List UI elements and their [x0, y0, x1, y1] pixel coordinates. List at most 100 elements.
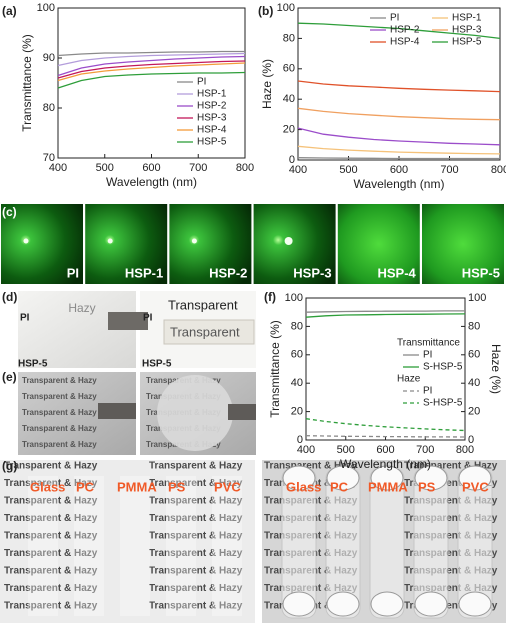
- photo-text: Transparent & Hazy: [22, 424, 97, 433]
- sample-plate: [74, 476, 104, 616]
- photo-text: Transparent: [168, 297, 238, 312]
- clip-holder: [228, 404, 256, 420]
- photo-label: HSP-2: [209, 265, 247, 280]
- x-axis-label: Wavelength (nm): [340, 457, 431, 471]
- photo-text: Transparent & Hazy: [404, 461, 498, 472]
- photo-text: Transparent & Hazy: [149, 461, 243, 472]
- x-tick-label: 400: [297, 444, 315, 456]
- photo-text: Transparent & Hazy: [149, 601, 243, 612]
- sample-label: PC: [76, 479, 95, 494]
- series-line: [305, 435, 466, 438]
- series-line: [297, 157, 500, 160]
- photo-text: Transparent & Hazy: [149, 513, 243, 524]
- sample-label: PMMA: [117, 479, 157, 494]
- y2-tick-label: 40: [468, 377, 480, 389]
- x-tick-label: 700: [189, 162, 207, 174]
- photo-text: Transparent & Hazy: [264, 461, 358, 472]
- panel-label: (b): [258, 4, 273, 18]
- legend-label: PI: [197, 77, 206, 88]
- legend-label: HSP-2: [390, 25, 420, 36]
- sample-label: PI: [20, 313, 30, 324]
- laser-spot: [107, 238, 113, 244]
- x-tick-label: 800: [236, 162, 254, 174]
- photo-text: Transparent & Hazy: [149, 548, 243, 559]
- x-tick-label: 400: [289, 164, 307, 176]
- sample-plate: [120, 476, 150, 616]
- sample-label: PI: [143, 313, 153, 324]
- vial-bottom: [414, 591, 448, 617]
- photo-label: HSP-3: [293, 265, 331, 280]
- vial-top: [414, 465, 448, 491]
- legend-title: Haze: [397, 374, 421, 385]
- photo-text: Transparent & Hazy: [4, 548, 98, 559]
- photo-text: Transparent & Hazy: [149, 566, 243, 577]
- clip-holder: [98, 403, 136, 419]
- y-tick-label: 40: [283, 93, 295, 105]
- vial-top: [458, 465, 492, 491]
- x-tick-label: 500: [339, 164, 357, 176]
- photo-text: Transparent & Hazy: [149, 583, 243, 594]
- y-axis-label: Transmittance (%): [20, 34, 34, 132]
- sample-label: PVC: [462, 479, 489, 494]
- photo-text: Transparent: [170, 324, 240, 339]
- sample-plate: [166, 476, 196, 616]
- laser-photos: PI HSP-1 HSP-2 HSP-3 HSP-4 HSP-5: [1, 204, 504, 284]
- photo-text: Transparent & Hazy: [404, 601, 498, 612]
- photo-text: Transparent & Hazy: [404, 513, 498, 524]
- x-tick-label: 400: [49, 162, 67, 174]
- sample-label: PS: [168, 479, 186, 494]
- sample-label: PC: [330, 479, 349, 494]
- legend-label: HSP-4: [390, 37, 420, 48]
- laser-spot: [191, 238, 197, 244]
- x-tick-label: 600: [390, 164, 408, 176]
- laser-photo: [169, 204, 252, 284]
- photo-text: Transparent & Hazy: [4, 513, 98, 524]
- photo-text: Transparent & Hazy: [4, 531, 98, 542]
- legend-label: HSP-3: [197, 113, 227, 124]
- x-tick-label: 500: [337, 444, 355, 456]
- vial-top: [326, 465, 360, 491]
- laser-photo: [422, 204, 504, 284]
- y-tick-label: 60: [283, 63, 295, 75]
- photo-text: Transparent & Hazy: [22, 376, 97, 385]
- y2-tick-label: 80: [468, 320, 480, 332]
- legend-label: PI: [423, 350, 432, 361]
- laser-photo: [337, 204, 420, 284]
- series-line: [297, 22, 501, 40]
- legend-label: HSP-1: [452, 13, 482, 24]
- series-line: [297, 145, 501, 155]
- series-line: [297, 80, 501, 93]
- series-line: [57, 60, 246, 79]
- photo-text: Transparent & Hazy: [4, 583, 98, 594]
- legend-label: S-HSP-5: [423, 398, 463, 409]
- vial-bottom: [326, 591, 360, 617]
- photo-text-group: Transparent & Hazy Transparent & Hazy Tran…: [264, 461, 498, 619]
- panel-label: (e): [2, 370, 17, 384]
- y-tick-label: 0: [289, 154, 295, 166]
- photo-text: Transparent & Hazy: [149, 496, 243, 507]
- photo-text: Transparent & Hazy: [404, 531, 498, 542]
- sample-label: Glass: [286, 479, 321, 494]
- photo-text-group: Transparent & Hazy Transparent & Hazy Tran…: [22, 376, 97, 449]
- y-tick-label: 20: [283, 124, 295, 136]
- photo-text: Transparent & Hazy: [4, 601, 98, 612]
- series-line: [57, 55, 246, 77]
- laser-photo: [253, 204, 336, 284]
- y-tick-label: 40: [291, 377, 303, 389]
- y-tick-label: 0: [297, 434, 303, 446]
- photo-label: HSP-4: [378, 265, 417, 280]
- sample-label: Glass: [30, 479, 65, 494]
- x-tick-label: 500: [96, 162, 114, 174]
- y2-tick-label: 20: [468, 406, 480, 418]
- photo-text: Transparent & Hazy: [4, 478, 98, 489]
- y2-tick-label: 60: [468, 349, 480, 361]
- photo-text: Transparent & Hazy: [404, 478, 498, 489]
- photo-text: Transparent & Hazy: [404, 496, 498, 507]
- legend-label: S-HSP-5: [423, 362, 463, 373]
- y2-axis-label: Haze (%): [489, 344, 503, 394]
- clip-holder: [126, 312, 148, 330]
- sample-plate: [212, 476, 242, 616]
- sample-label: HSP-5: [18, 359, 48, 370]
